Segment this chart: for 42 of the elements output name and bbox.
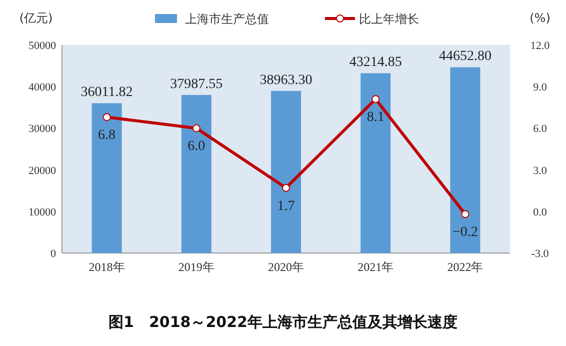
x-tick-label: 2020年 bbox=[268, 260, 304, 274]
data-label: 37987.55 bbox=[170, 76, 223, 92]
y2-tick-label: 12.0 bbox=[530, 40, 550, 52]
data-label: 8.1 bbox=[366, 110, 384, 126]
point bbox=[282, 184, 290, 192]
y-tick-label: 30000 bbox=[28, 123, 56, 136]
legend-label: 比上年增长 bbox=[359, 12, 419, 26]
bar bbox=[92, 103, 122, 253]
x-tick-label: 2021年 bbox=[358, 260, 394, 274]
data-label: 44652.80 bbox=[438, 49, 492, 64]
data-label: 43214.85 bbox=[349, 55, 402, 70]
y-tick-label: 0 bbox=[50, 248, 56, 260]
y-axis-title: (亿元) bbox=[19, 11, 53, 25]
x-tick-label: 2019年 bbox=[178, 260, 214, 274]
data-label: −0.2 bbox=[452, 225, 478, 240]
data-label: 36011.82 bbox=[80, 85, 133, 100]
y2-tick-label: 9.0 bbox=[533, 82, 548, 94]
data-label: 6.8 bbox=[98, 128, 116, 144]
data-label: 1.7 bbox=[277, 198, 295, 214]
y-tick-label: 50000 bbox=[28, 40, 56, 52]
y2-axis-title: (%) bbox=[530, 11, 550, 25]
bar bbox=[450, 67, 480, 253]
bar bbox=[181, 94, 212, 253]
bar bbox=[271, 90, 301, 253]
y2-tick-label: 3.0 bbox=[533, 164, 548, 177]
legend-label: 上海市生产总值 bbox=[185, 12, 269, 26]
y2-tick-label: 0.0 bbox=[533, 206, 548, 218]
y2-tick-label: -3.0 bbox=[531, 248, 550, 260]
y-tick-label: 40000 bbox=[28, 82, 56, 94]
x-tick-label: 2022年 bbox=[447, 260, 484, 274]
bar bbox=[360, 73, 391, 253]
y-tick-label: 10000 bbox=[28, 206, 56, 218]
y2-tick-label: 6.0 bbox=[533, 123, 548, 136]
data-label: 6.0 bbox=[188, 139, 206, 154]
data-label: 38963.30 bbox=[260, 72, 312, 88]
point bbox=[461, 210, 470, 218]
point bbox=[372, 95, 380, 104]
text: 图1 2018～2022年上海市生产总值及其增长速度 bbox=[108, 313, 458, 331]
point bbox=[192, 124, 200, 132]
y-tick-label: 20000 bbox=[28, 164, 56, 177]
point bbox=[102, 113, 111, 122]
x-tick-label: 2018年 bbox=[88, 260, 125, 274]
